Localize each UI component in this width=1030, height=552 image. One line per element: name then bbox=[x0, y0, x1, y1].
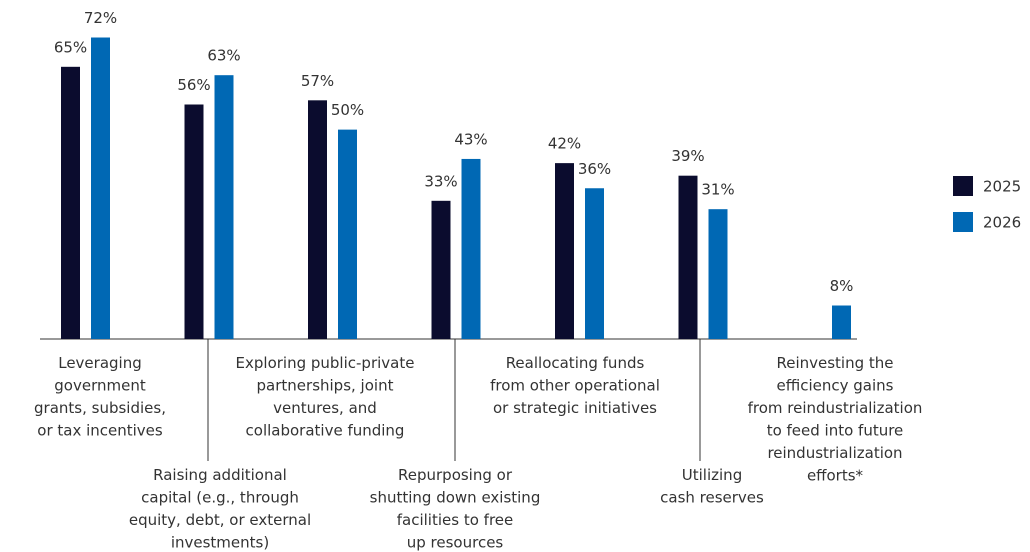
category-line: grants, subsidies, bbox=[34, 399, 166, 417]
category-label: Raising additional capital (e.g., through… bbox=[129, 466, 311, 552]
category-line: shutting down existing bbox=[370, 488, 541, 506]
category-line: to feed into future bbox=[767, 421, 904, 439]
category-line: capital (e.g., through bbox=[141, 488, 299, 506]
bar bbox=[678, 175, 698, 339]
legend-swatch bbox=[953, 212, 973, 232]
data-label: 65% bbox=[54, 38, 87, 56]
category-line: partnerships, joint bbox=[257, 376, 394, 394]
data-label: 42% bbox=[548, 135, 581, 153]
category-line: from reindustrialization bbox=[748, 399, 923, 417]
bar bbox=[338, 129, 357, 339]
category-line: or strategic initiatives bbox=[493, 399, 657, 417]
category-line: investments) bbox=[171, 533, 269, 551]
category-line: equity, debt, or external bbox=[129, 511, 311, 529]
category-line: efforts* bbox=[807, 466, 864, 484]
category-line: Repurposing or bbox=[398, 466, 513, 484]
category-label: Leveraging government grants, subsidies, or… bbox=[34, 354, 166, 440]
category-line: ventures, and bbox=[273, 399, 377, 417]
category-line: Raising additional bbox=[153, 466, 287, 484]
bar bbox=[308, 100, 327, 339]
bar bbox=[184, 104, 204, 339]
bar bbox=[461, 158, 481, 339]
category-line: Reinvesting the bbox=[776, 354, 893, 372]
category-line: reindustrialization bbox=[767, 444, 902, 462]
category-label: Reinvesting the efficiency gains from rein… bbox=[748, 354, 923, 485]
legend-swatch bbox=[953, 176, 973, 196]
bar bbox=[61, 66, 80, 339]
category-line: Reallocating funds bbox=[506, 354, 645, 372]
category-line: or tax incentives bbox=[37, 421, 163, 439]
legend-label: 2025 bbox=[983, 178, 1021, 196]
category-line: Leveraging bbox=[58, 354, 142, 372]
category-label: Reallocating funds from other operational… bbox=[490, 354, 660, 417]
bar bbox=[585, 188, 604, 339]
category-line: Utilizing bbox=[682, 466, 742, 484]
bar bbox=[708, 209, 728, 339]
data-label: 50% bbox=[331, 101, 364, 119]
data-label: 31% bbox=[701, 181, 734, 199]
data-label: 63% bbox=[207, 47, 240, 65]
category-label: Exploring public-private partnerships, jo… bbox=[236, 354, 415, 440]
bar bbox=[431, 200, 451, 339]
bar bbox=[832, 305, 851, 339]
category-label: Utilizing cash reserves bbox=[660, 466, 764, 507]
data-label: 56% bbox=[177, 76, 210, 94]
bar bbox=[214, 75, 234, 339]
category-line: up resources bbox=[407, 533, 504, 551]
data-label: 8% bbox=[830, 277, 854, 295]
data-label: 36% bbox=[578, 160, 611, 178]
category-line: efficiency gains bbox=[777, 376, 894, 394]
data-label: 43% bbox=[454, 130, 487, 148]
bar bbox=[555, 163, 574, 339]
data-label: 72% bbox=[84, 9, 117, 27]
category-line: from other operational bbox=[490, 376, 660, 394]
category-line: cash reserves bbox=[660, 488, 764, 506]
data-label: 57% bbox=[301, 72, 334, 90]
category-line: facilities to free bbox=[397, 511, 513, 529]
data-label: 39% bbox=[671, 147, 704, 165]
legend-label: 2026 bbox=[983, 214, 1021, 232]
category-line: government bbox=[54, 376, 146, 394]
bar bbox=[91, 37, 110, 339]
category-line: Exploring public-private bbox=[236, 354, 415, 372]
category-label: Repurposing or shutting down existing faci… bbox=[370, 466, 541, 552]
data-label: 33% bbox=[424, 172, 457, 190]
category-line: collaborative funding bbox=[246, 421, 405, 439]
